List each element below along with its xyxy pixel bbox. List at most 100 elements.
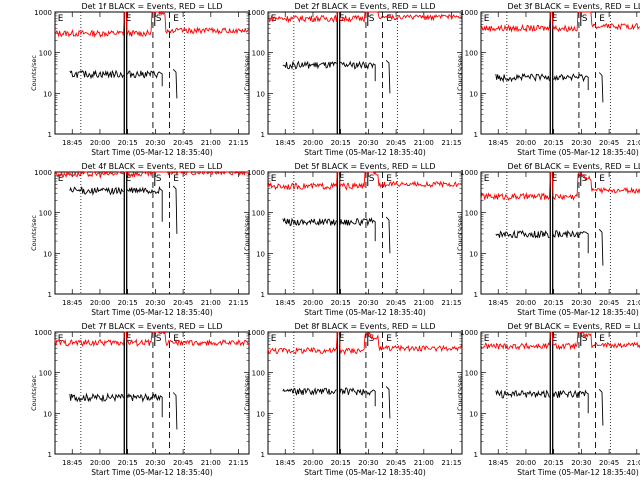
time-marker-letter: S [156,334,162,344]
x-tick-label: 20:00 [516,459,536,467]
time-marker-letter: E [126,334,132,344]
plot-frame [480,331,640,455]
y-tick-label: 10 [256,90,265,98]
x-axis-label: Start Time (05-Mar-12 18:35:40) [517,308,639,317]
y-tick-label: 100 [252,50,265,58]
time-marker-letter: E [599,334,605,344]
x-tick-label: 20:15 [118,139,138,147]
time-marker-letter: E [173,14,179,24]
events-series-line [69,392,163,418]
x-tick-label: 18:45 [62,299,82,307]
x-tick-label: 20:30 [571,299,591,307]
y-tick-label: 10 [43,410,52,418]
x-tick-label: 21:00 [627,299,640,307]
x-tick-label: 20:45 [386,459,406,467]
y-tick-label: 1 [261,291,265,299]
events-series-line [69,185,163,222]
lld-series-line [54,11,250,38]
x-tick-label: 20:45 [599,139,619,147]
time-marker-letter: E [599,14,605,24]
y-tick-label: 10 [256,410,265,418]
y-tick-label: 1 [48,451,52,459]
plot-frame [54,331,250,455]
x-tick-label: 20:45 [386,139,406,147]
y-axis-label: Counts/sec [243,215,251,251]
y-tick-label: 100 [465,50,478,58]
y-axis-label: Counts/sec [243,55,251,91]
y-tick-label: 1000 [34,329,52,337]
lld-series-line [480,11,640,33]
time-marker-letter: E [339,14,345,24]
time-marker-letter: E [173,334,179,344]
x-axis-label: Start Time (05-Mar-12 18:35:40) [304,148,426,157]
x-tick-label: 21:15 [441,299,461,307]
x-tick-label: 21:00 [414,139,434,147]
time-marker-letter: E [271,334,277,344]
y-tick-label: 1 [261,451,265,459]
x-tick-label: 20:30 [358,459,378,467]
time-marker-letter: E [386,174,392,184]
events-series-segment [385,216,391,254]
panel-9: Det 9f BLACK = Events, RED = LLD 1 10 100 10… [456,322,640,477]
events-series-line [495,389,589,414]
x-tick-label: 18:45 [488,139,508,147]
y-tick-label: 1 [261,131,265,139]
time-marker-letter: E [58,334,64,344]
x-tick-label: 20:30 [145,139,165,147]
y-axis-label: Counts/sec [456,215,464,251]
panel-title: Det 2f BLACK = Events, RED = LLD [294,2,435,11]
time-marker-letter: E [339,174,345,184]
x-axis-label: Start Time (05-Mar-12 18:35:40) [304,468,426,477]
x-tick-label: 20:15 [544,139,564,147]
panel-5: Det 5f BLACK = Events, RED = LLD 1 10 100 10… [243,162,463,317]
y-axis-label: Counts/sec [456,375,464,411]
x-tick-label: 21:00 [627,459,640,467]
lld-series-line [267,170,463,191]
x-tick-label: 21:15 [441,139,461,147]
time-marker-letter: E [271,14,277,24]
y-axis-label: Counts/sec [243,375,251,411]
plot-frame [267,11,463,135]
x-tick-label: 20:15 [331,459,351,467]
y-tick-label: 10 [469,410,478,418]
x-tick-label: 20:00 [90,299,110,307]
y-tick-label: 100 [39,50,52,58]
x-tick-label: 20:15 [118,299,138,307]
time-marker-letter: E [339,334,345,344]
y-tick-label: 100 [465,210,478,218]
x-tick-label: 21:15 [228,139,248,147]
lld-series-line [480,171,640,202]
y-tick-label: 10 [469,250,478,258]
y-tick-label: 100 [39,210,52,218]
y-tick-label: 100 [465,370,478,378]
events-series-line [495,229,589,254]
events-series-segment [172,68,178,99]
x-tick-label: 21:00 [627,139,640,147]
events-series-line [495,72,589,91]
y-tick-label: 1000 [460,9,478,17]
y-tick-label: 100 [252,370,265,378]
x-tick-label: 20:45 [173,139,193,147]
time-marker-letter: E [271,174,277,184]
plot-frame [267,331,463,455]
x-axis-label: Start Time (05-Mar-12 18:35:40) [91,148,213,157]
x-tick-label: 20:15 [544,299,564,307]
time-marker-letter: E [484,334,490,344]
x-axis-label: Start Time (05-Mar-12 18:35:40) [517,148,639,157]
y-tick-label: 1000 [34,9,52,17]
panel-1: Det 1f BLACK = Events, RED = LLD 1 10 100 10… [30,2,250,157]
lld-series-line [54,170,250,180]
y-tick-label: 10 [43,90,52,98]
x-axis-label: Start Time (05-Mar-12 18:35:40) [91,308,213,317]
events-series-line [282,216,376,242]
x-tick-label: 21:00 [201,459,221,467]
y-tick-label: 1 [48,131,52,139]
x-axis-label: Start Time (05-Mar-12 18:35:40) [304,308,426,317]
y-tick-label: 1 [474,291,478,299]
x-tick-label: 20:00 [303,459,323,467]
x-tick-label: 18:45 [275,459,295,467]
x-tick-label: 21:15 [441,459,461,467]
y-axis-label: Counts/sec [456,55,464,91]
time-marker-letter: S [369,174,375,184]
x-tick-label: 20:15 [331,299,351,307]
